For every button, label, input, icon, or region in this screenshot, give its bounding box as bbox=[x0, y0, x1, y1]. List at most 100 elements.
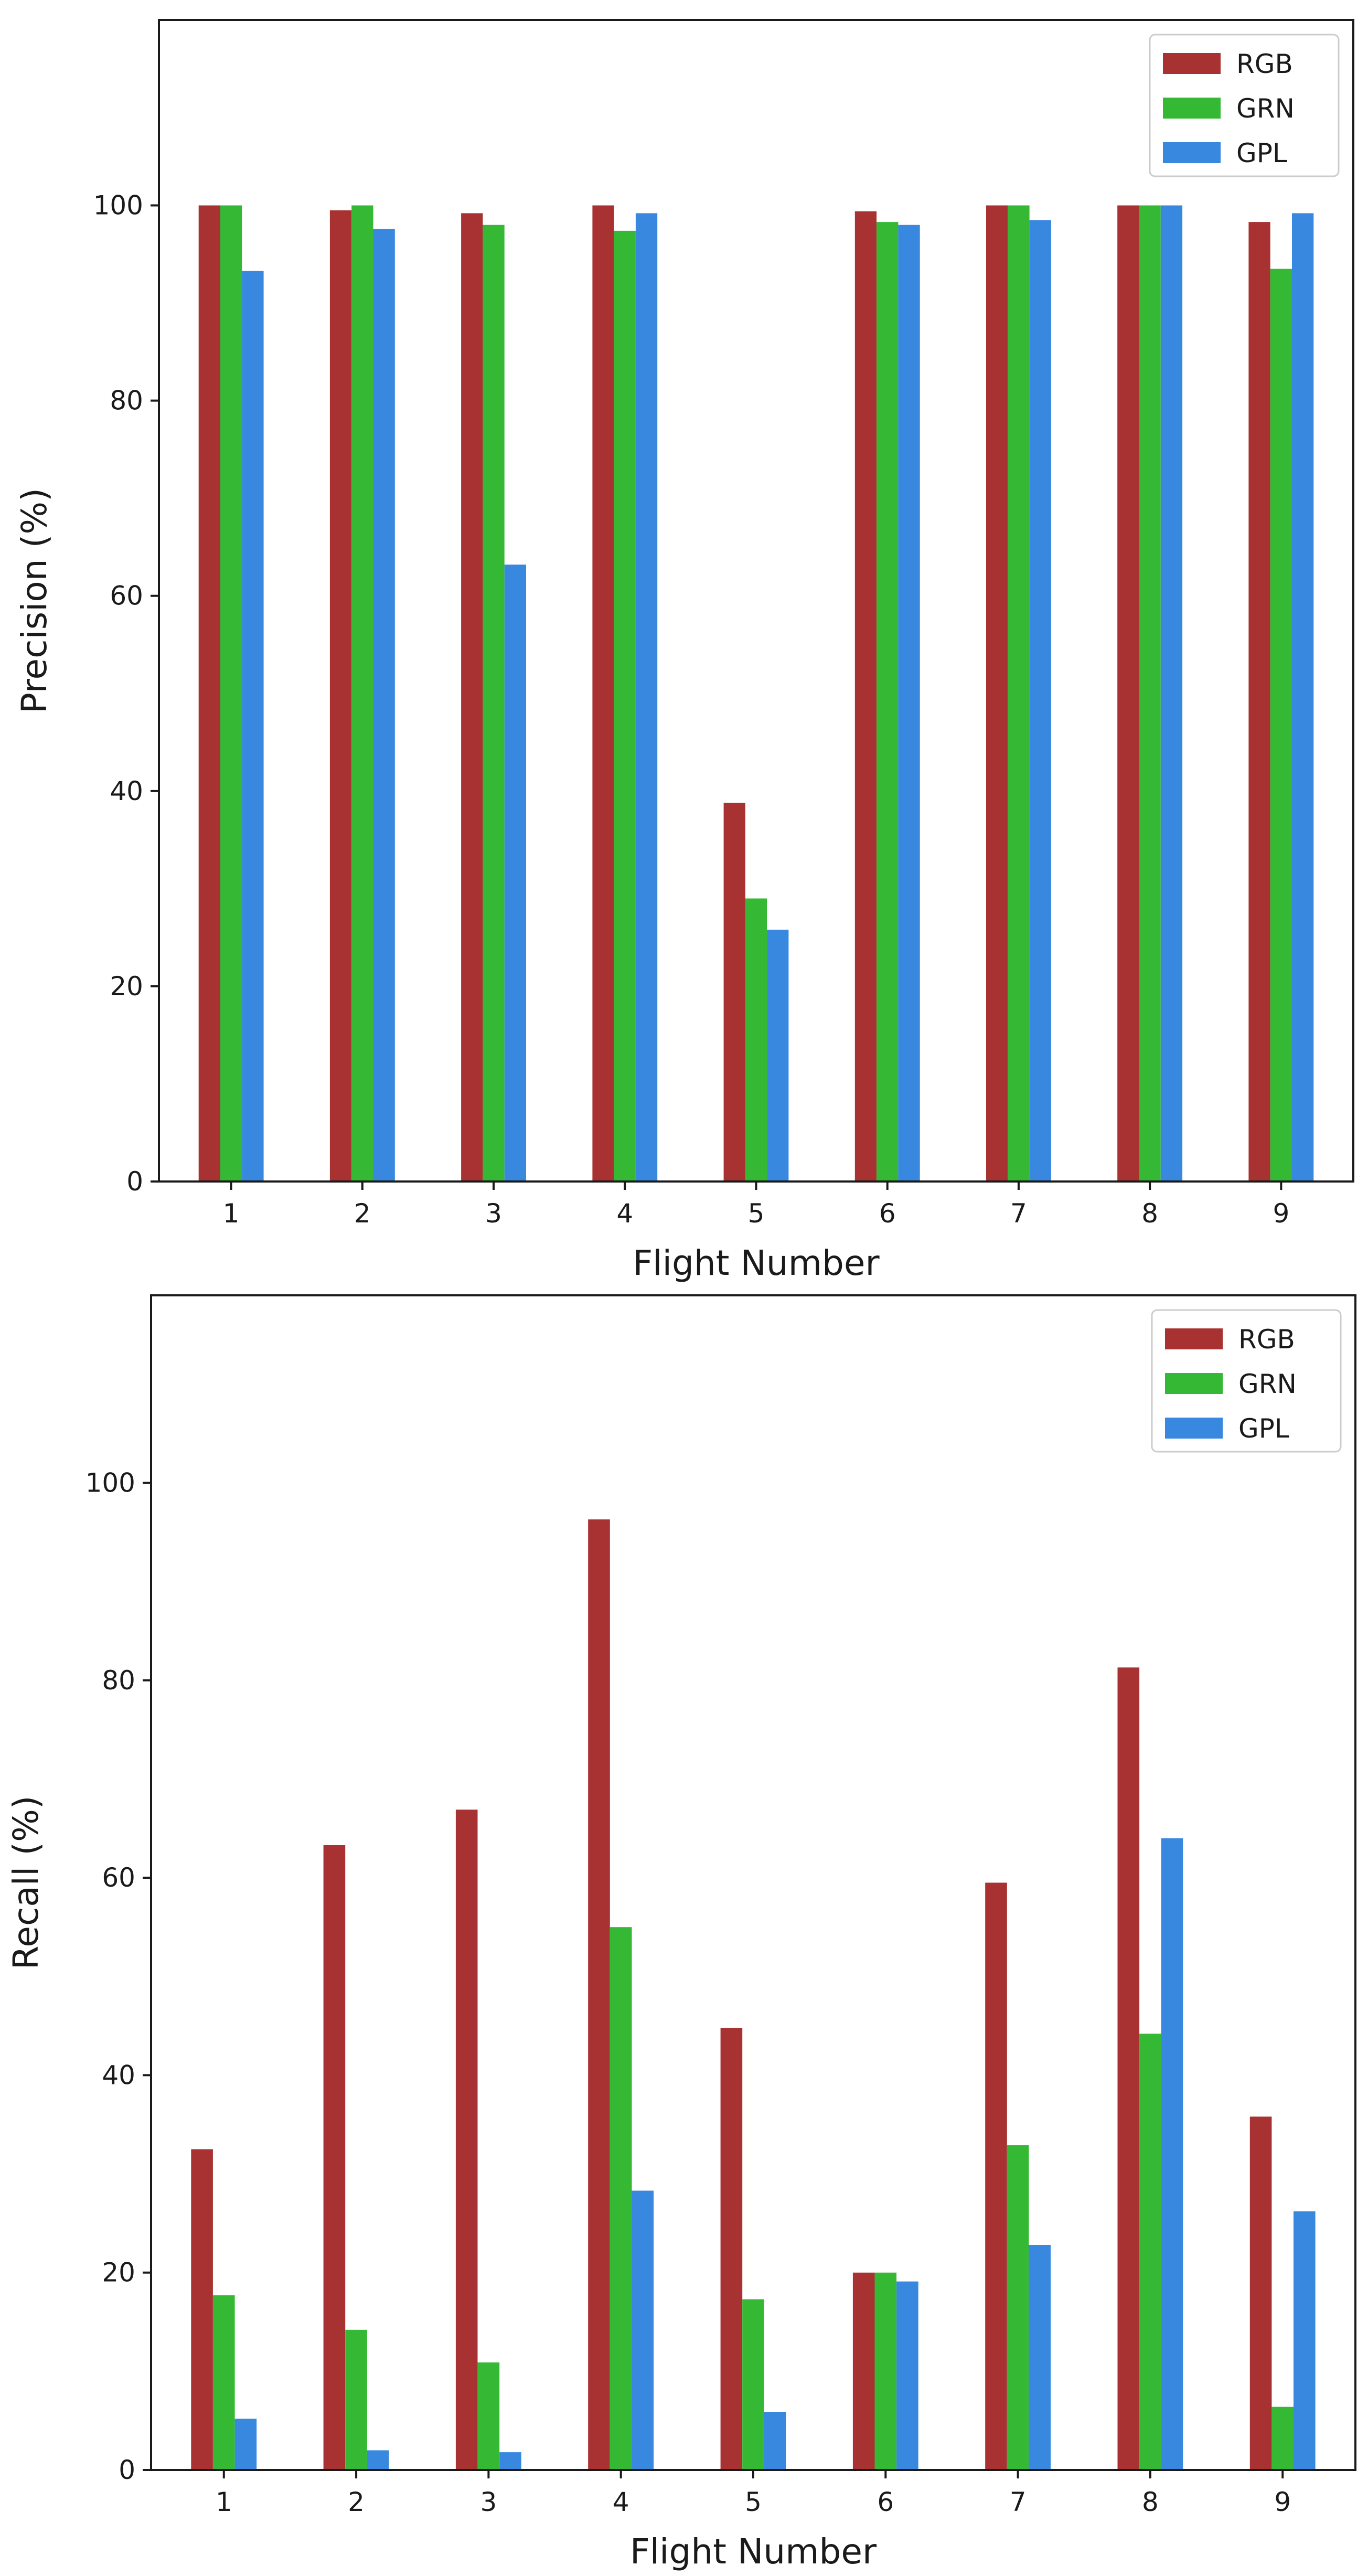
bar-rgb-flight-6 bbox=[852, 2272, 875, 2470]
bar-gpl-flight-4 bbox=[632, 2190, 654, 2470]
legend-swatch-gpl bbox=[1165, 1418, 1223, 1439]
bar-grn-flight-6 bbox=[874, 2272, 897, 2470]
x-tick-label: 8 bbox=[1142, 2487, 1159, 2517]
x-tick-label: 5 bbox=[745, 2487, 762, 2517]
bar-gpl-flight-5 bbox=[767, 930, 789, 1181]
legend-swatch-grn bbox=[1163, 98, 1221, 119]
bar-gpl-flight-6 bbox=[896, 2281, 918, 2470]
bar-grn-flight-2 bbox=[345, 2329, 367, 2470]
bar-gpl-flight-6 bbox=[898, 225, 920, 1182]
x-tick-label: 4 bbox=[613, 2487, 629, 2517]
bar-grn-flight-8 bbox=[1139, 2034, 1161, 2470]
bar-gpl-flight-8 bbox=[1160, 205, 1183, 1181]
bar-grn-flight-2 bbox=[351, 205, 373, 1181]
x-tick-label: 3 bbox=[480, 2487, 497, 2517]
y-tick-label: 40 bbox=[102, 2060, 135, 2090]
precision-chart: 0 20 40 60 80 100 1 2 3 4 5 6 7 8 9 Flight Number Precis… bbox=[14, 19, 1354, 1283]
bar-rgb-flight-1 bbox=[198, 205, 220, 1181]
bar-rgb-flight-7 bbox=[986, 205, 1008, 1181]
y-axis-label: Recall (%) bbox=[6, 1795, 46, 1970]
x-tick-label: 3 bbox=[485, 1198, 502, 1229]
bar-gpl-flight-4 bbox=[635, 213, 658, 1181]
bar-rgb-flight-2 bbox=[323, 1845, 346, 2470]
bar-grn-flight-5 bbox=[745, 898, 767, 1181]
x-tick-label: 8 bbox=[1141, 1198, 1158, 1229]
bar-gpl-flight-3 bbox=[499, 2452, 521, 2470]
bar-gpl-flight-2 bbox=[373, 229, 395, 1182]
x-tick-label: 4 bbox=[616, 1198, 633, 1229]
bar-grn-flight-3 bbox=[483, 225, 505, 1182]
bar-rgb-flight-8 bbox=[1117, 1667, 1140, 2470]
legend-label-gpl: GPL bbox=[1236, 138, 1287, 168]
bar-rgb-flight-5 bbox=[723, 803, 745, 1181]
bar-gpl-flight-8 bbox=[1161, 1838, 1183, 2470]
legend-swatch-rgb bbox=[1163, 53, 1221, 74]
bar-gpl-flight-1 bbox=[242, 271, 264, 1181]
y-tick-label: 0 bbox=[126, 1166, 143, 1197]
bar-gpl-flight-1 bbox=[234, 2419, 257, 2470]
legend-label-grn: GRN bbox=[1238, 1369, 1297, 1399]
legend: RGB GRN GPL bbox=[1151, 1309, 1342, 1453]
bar-grn-flight-9 bbox=[1271, 2407, 1294, 2470]
y-tick-label: 60 bbox=[110, 581, 143, 611]
y-tick-label: 20 bbox=[102, 2258, 135, 2288]
y-tick-label: 100 bbox=[93, 190, 143, 220]
legend-label-rgb: RGB bbox=[1238, 1324, 1295, 1355]
bar-rgb-flight-3 bbox=[455, 1809, 478, 2470]
bar-gpl-flight-7 bbox=[1029, 2245, 1051, 2470]
y-tick-label: 100 bbox=[86, 1467, 135, 1498]
bar-rgb-flight-9 bbox=[1248, 222, 1270, 1182]
bar-gpl-flight-3 bbox=[504, 565, 526, 1181]
bar-rgb-flight-7 bbox=[985, 1882, 1007, 2470]
bars bbox=[191, 1519, 1316, 2470]
x-tick-label: 1 bbox=[223, 1198, 240, 1229]
bar-gpl-flight-7 bbox=[1029, 220, 1051, 1181]
bar-gpl-flight-2 bbox=[367, 2450, 389, 2470]
bar-grn-flight-4 bbox=[614, 230, 636, 1181]
bar-rgb-flight-4 bbox=[592, 205, 614, 1181]
bar-rgb-flight-5 bbox=[720, 2028, 743, 2470]
bar-grn-flight-5 bbox=[742, 2299, 764, 2470]
bar-rgb-flight-6 bbox=[854, 211, 877, 1182]
bar-grn-flight-4 bbox=[610, 1927, 632, 2470]
bar-grn-flight-8 bbox=[1139, 205, 1161, 1181]
bar-grn-flight-7 bbox=[1008, 205, 1030, 1181]
bar-rgb-flight-8 bbox=[1117, 205, 1139, 1181]
legend-label-grn: GRN bbox=[1236, 93, 1295, 124]
bar-grn-flight-6 bbox=[877, 222, 899, 1182]
bar-grn-flight-1 bbox=[220, 205, 242, 1181]
bar-gpl-flight-9 bbox=[1294, 2211, 1316, 2470]
bar-grn-flight-3 bbox=[477, 2362, 500, 2470]
x-axis-label: Flight Number bbox=[630, 2531, 877, 2572]
bar-grn-flight-9 bbox=[1270, 269, 1292, 1181]
bar-rgb-flight-1 bbox=[191, 2149, 213, 2470]
recall-chart: 0 20 40 60 80 100 1 2 3 4 5 6 7 8 9 Flight Number Recall… bbox=[6, 1294, 1356, 2572]
legend-swatch-gpl bbox=[1163, 142, 1221, 163]
bar-rgb-flight-9 bbox=[1249, 2116, 1272, 2470]
x-tick-label: 2 bbox=[348, 2487, 365, 2517]
y-tick-label: 80 bbox=[110, 386, 143, 416]
bar-rgb-flight-2 bbox=[329, 210, 352, 1181]
x-tick-label: 9 bbox=[1274, 2487, 1291, 2517]
x-tick-label: 7 bbox=[1010, 2487, 1027, 2517]
x-tick-label: 6 bbox=[879, 1198, 896, 1229]
x-tick-label: 7 bbox=[1010, 1198, 1027, 1229]
x-axis-label: Flight Number bbox=[633, 1243, 880, 1283]
bars bbox=[198, 205, 1314, 1182]
legend-swatch-grn bbox=[1165, 1373, 1223, 1394]
y-tick-label: 0 bbox=[119, 2455, 135, 2485]
bar-gpl-flight-9 bbox=[1292, 213, 1314, 1181]
bar-grn-flight-1 bbox=[213, 2295, 235, 2470]
legend: RGB GRN GPL bbox=[1149, 34, 1340, 177]
y-tick-label: 60 bbox=[102, 1862, 135, 1893]
bar-grn-flight-7 bbox=[1007, 2145, 1029, 2470]
bar-rgb-flight-4 bbox=[588, 1519, 610, 2470]
y-tick-label: 20 bbox=[110, 971, 143, 1002]
legend-label-rgb: RGB bbox=[1236, 49, 1293, 79]
y-tick-label: 40 bbox=[110, 776, 143, 806]
x-tick-label: 5 bbox=[748, 1198, 765, 1229]
y-tick-label: 80 bbox=[102, 1665, 135, 1696]
bar-rgb-flight-3 bbox=[461, 213, 483, 1181]
y-axis-label: Precision (%) bbox=[14, 488, 55, 714]
